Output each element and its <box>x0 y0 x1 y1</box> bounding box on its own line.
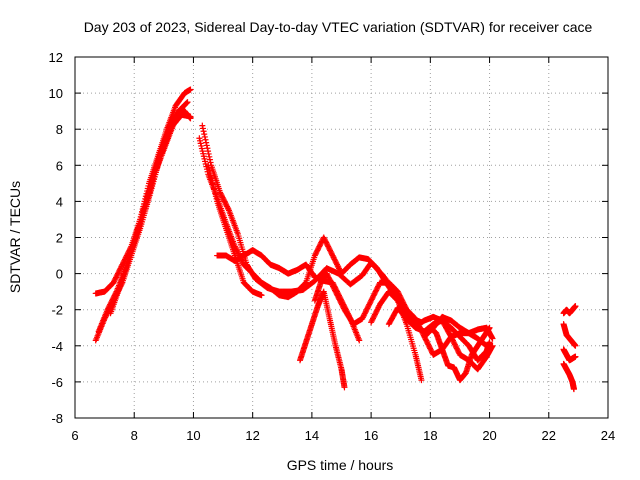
data-point <box>486 339 493 346</box>
data-point <box>199 122 206 129</box>
data-point <box>486 324 493 331</box>
data-point <box>572 342 579 349</box>
data-points <box>92 86 579 393</box>
x-axis-label: GPS time / hours <box>287 457 394 473</box>
series-track-14 <box>427 324 493 384</box>
y-tick-label: 12 <box>49 50 63 65</box>
y-tick-label: -2 <box>51 303 63 318</box>
data-point <box>206 153 213 160</box>
data-point <box>258 292 265 299</box>
series-track-17 <box>560 346 579 364</box>
y-tick-label: -8 <box>51 411 63 426</box>
y-tick-label: 4 <box>56 194 63 209</box>
data-point <box>483 342 490 349</box>
data-point <box>570 386 577 393</box>
y-tick-label: 0 <box>56 267 63 282</box>
data-point <box>203 142 210 149</box>
x-axis-ticks: 6 8 10 12 14 16 18 20 22 24 <box>71 57 615 443</box>
data-point <box>203 139 210 146</box>
series-track-18 <box>560 360 577 393</box>
data-point <box>489 335 496 342</box>
data-point <box>204 145 211 152</box>
data-point <box>418 377 425 384</box>
series-track-11 <box>368 288 425 384</box>
y-tick-label: -6 <box>51 375 63 390</box>
data-point <box>225 206 232 213</box>
data-point <box>201 131 208 138</box>
y-tick-label: 8 <box>56 122 63 137</box>
data-point <box>184 99 191 106</box>
x-tick-label: 8 <box>131 428 138 443</box>
data-point <box>572 303 579 310</box>
y-tick-label: 2 <box>56 231 63 246</box>
series-track-9 <box>297 288 348 391</box>
series-track-8 <box>205 162 265 299</box>
data-point <box>341 384 348 391</box>
series-track-6 <box>196 135 425 326</box>
y-tick-label: -4 <box>51 339 63 354</box>
series-track-4 <box>107 111 194 317</box>
data-point <box>206 156 213 163</box>
data-point <box>187 113 194 120</box>
x-tick-label: 12 <box>245 428 259 443</box>
data-point <box>187 86 194 93</box>
data-point <box>199 125 206 132</box>
x-tick-label: 20 <box>482 428 496 443</box>
y-tick-label: 6 <box>56 158 63 173</box>
series-track-15 <box>560 303 579 317</box>
series-track-12 <box>385 304 496 373</box>
x-tick-label: 16 <box>364 428 378 443</box>
data-point <box>201 133 208 140</box>
x-tick-label: 6 <box>71 428 78 443</box>
data-point <box>489 342 496 349</box>
data-point <box>183 99 190 106</box>
data-point <box>301 280 308 287</box>
x-tick-label: 22 <box>542 428 556 443</box>
y-axis-label: SDTVAR / TECUs <box>7 181 23 293</box>
y-axis-ticks: -8 -6 -4 -2 0 2 4 6 8 10 12 <box>49 50 608 426</box>
x-tick-label: 14 <box>305 428 319 443</box>
x-tick-label: 18 <box>423 428 437 443</box>
data-point <box>200 128 207 135</box>
data-point <box>202 136 209 143</box>
x-tick-label: 10 <box>186 428 200 443</box>
data-point <box>183 100 190 107</box>
data-point <box>205 150 212 157</box>
data-point <box>356 337 363 344</box>
series-track-16 <box>560 321 579 349</box>
y-tick-label: 10 <box>49 86 63 101</box>
chart-title: Day 203 of 2023, Sidereal Day-to-day VTE… <box>84 19 593 35</box>
data-point <box>205 148 212 155</box>
data-point <box>572 353 579 360</box>
x-tick-label: 24 <box>601 428 615 443</box>
